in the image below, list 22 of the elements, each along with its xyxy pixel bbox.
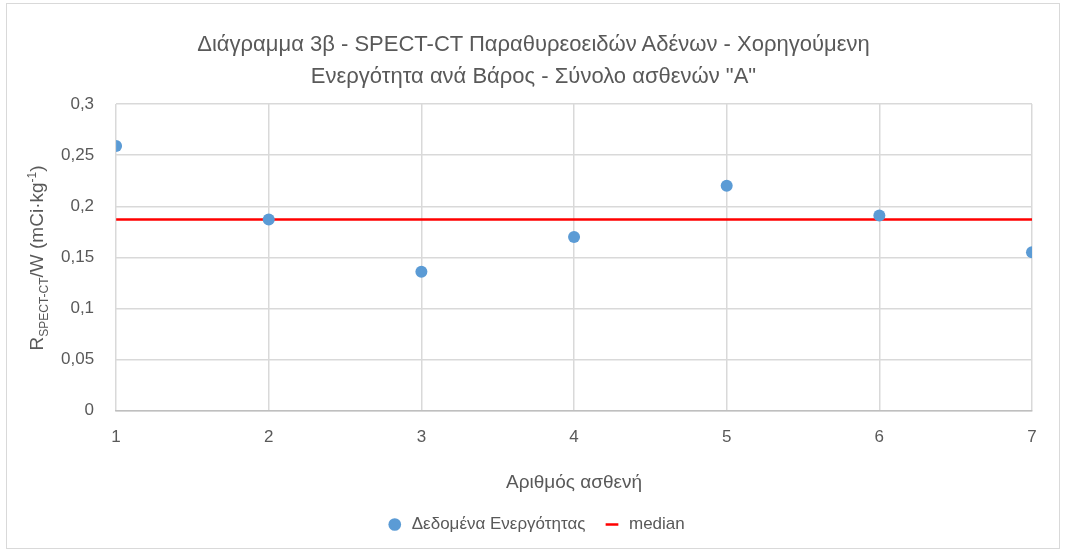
y-tick-label: 0,25 [60, 144, 95, 164]
x-tick-label: 3 [416, 426, 427, 446]
x-tick-label: 2 [264, 426, 274, 446]
y-tick-label: 0,05 [60, 349, 95, 369]
y-tick-label: 0 [84, 400, 95, 420]
y-tick-label: 0,1 [70, 298, 95, 318]
point [873, 209, 886, 222]
x-tick-label: 6 [874, 426, 885, 446]
y-tick-label: 0,3 [70, 93, 95, 113]
y-tick-label: 0,2 [70, 195, 95, 215]
point [568, 230, 581, 243]
y-tick-label: 0,15 [60, 247, 95, 267]
x-tick-label: 7 [1027, 426, 1037, 446]
x-axis-title: Αριθμός ασθενή [506, 470, 643, 492]
legend-label: median [628, 514, 685, 534]
x-tick-label: 5 [721, 426, 732, 446]
legend-label: Δεδομένα Ενεργότητας [411, 514, 586, 534]
x-tick-label: 1 [111, 426, 121, 446]
x-tick-label: 4 [569, 426, 579, 446]
point [720, 179, 733, 192]
point [415, 265, 428, 278]
chart-title: Διάγραμμα 3β - SPECT-CT Παραθυρεοειδών Αδένων - Χορηγούμενη Ενεργότητα ανά Βάρος - Σύνολο ασθενών "Α" [196, 30, 871, 90]
